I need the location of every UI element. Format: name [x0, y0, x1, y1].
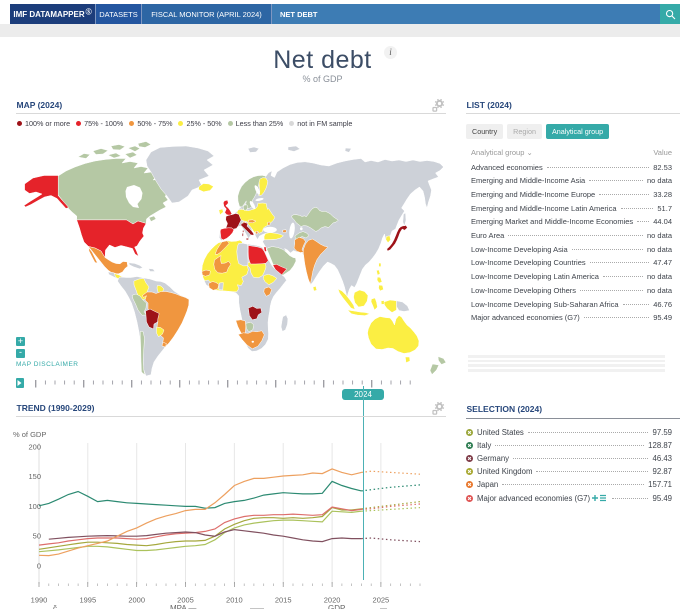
svg-text:2025: 2025: [373, 596, 390, 605]
svg-text:1990: 1990: [31, 596, 48, 605]
svg-text:0: 0: [37, 562, 41, 571]
svg-text:200: 200: [28, 442, 41, 451]
svg-text:2000: 2000: [128, 596, 145, 605]
svg-text:2010: 2010: [226, 596, 243, 605]
svg-text:2020: 2020: [324, 596, 341, 605]
svg-text:2005: 2005: [177, 596, 194, 605]
svg-text:2015: 2015: [275, 596, 292, 605]
svg-text:1995: 1995: [79, 596, 96, 605]
svg-text:150: 150: [28, 472, 41, 481]
svg-text:50: 50: [33, 532, 41, 541]
svg-text:100: 100: [28, 502, 41, 511]
